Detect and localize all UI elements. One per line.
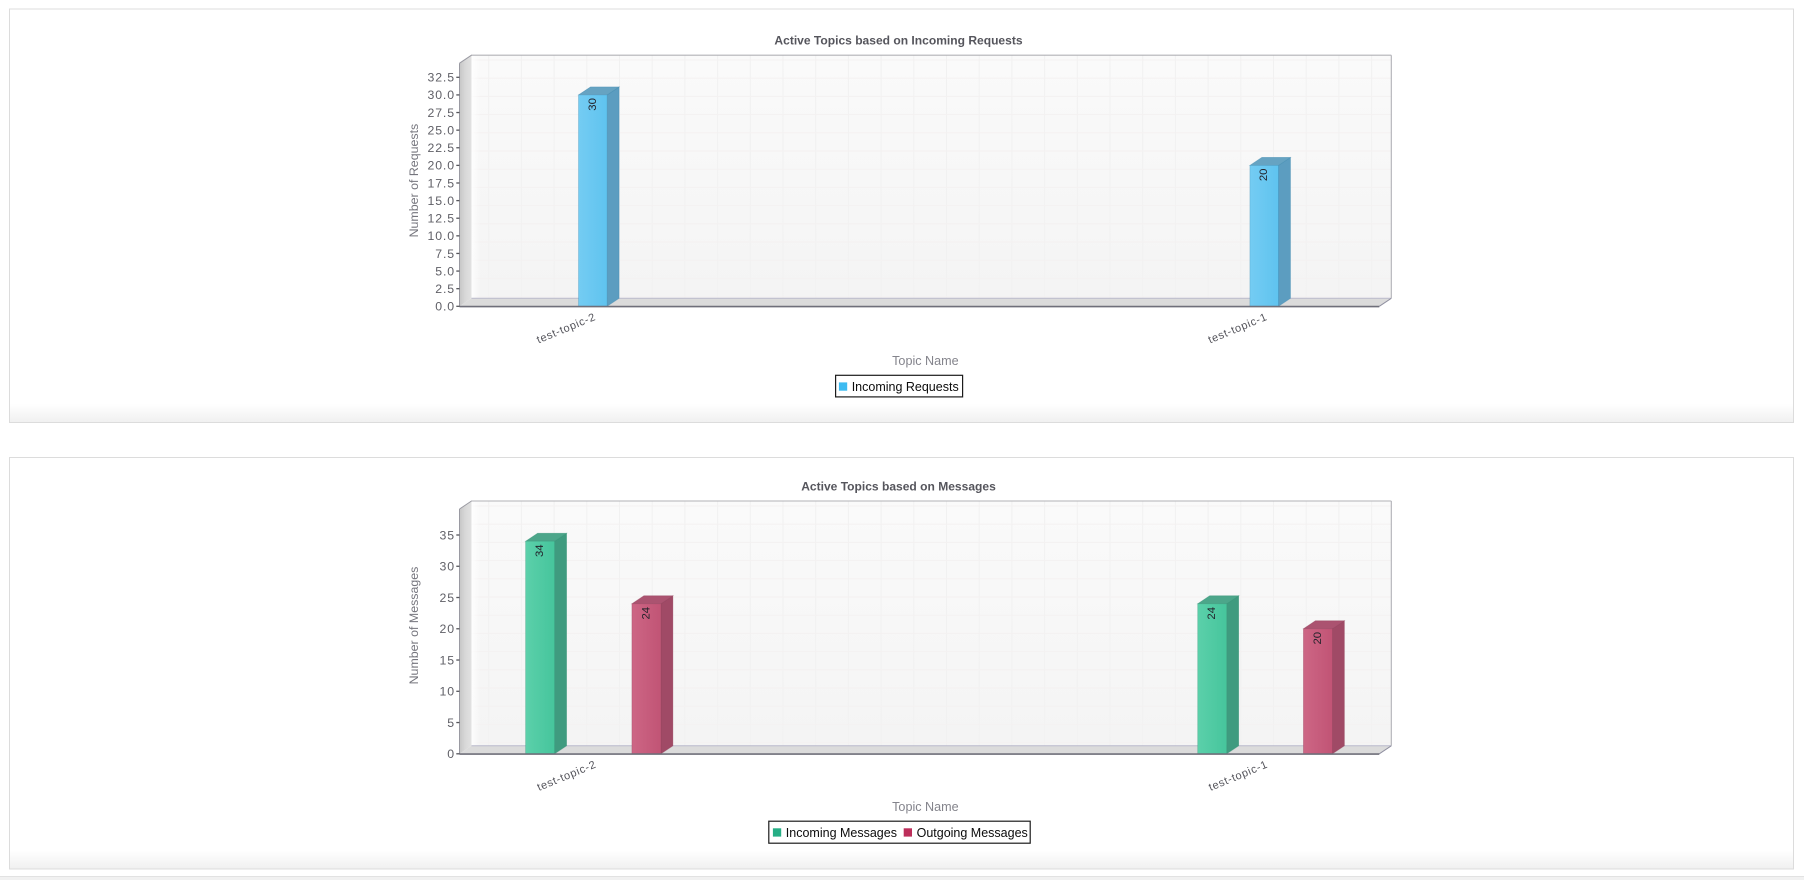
svg-text:34: 34 [534,544,546,557]
svg-text:15.0: 15.0 [427,194,455,208]
svg-text:Topic Name: Topic Name [892,354,959,368]
svg-text:35: 35 [440,528,455,542]
svg-text:30: 30 [440,560,455,574]
svg-text:0: 0 [447,747,455,761]
svg-text:20.0: 20.0 [427,159,455,173]
svg-text:2.5: 2.5 [435,282,455,296]
svg-text:12.5: 12.5 [427,212,455,226]
svg-text:27.5: 27.5 [427,106,455,120]
svg-text:Number of Messages: Number of Messages [407,567,421,685]
svg-text:25: 25 [440,591,455,605]
svg-text:25.0: 25.0 [427,123,455,137]
svg-text:22.5: 22.5 [427,141,455,155]
svg-text:Incoming Requests: Incoming Requests [852,380,959,394]
svg-text:5: 5 [447,716,455,730]
svg-text:32.5: 32.5 [427,71,455,85]
svg-text:Outgoing Messages: Outgoing Messages [917,826,1028,840]
svg-text:20: 20 [1312,632,1324,645]
svg-text:17.5: 17.5 [427,176,455,190]
svg-text:24: 24 [640,607,652,620]
svg-text:30: 30 [587,98,599,111]
svg-text:7.5: 7.5 [435,247,455,261]
svg-text:Topic Name: Topic Name [892,800,959,814]
svg-text:Number of Requests: Number of Requests [407,124,421,238]
svg-text:10: 10 [440,685,455,699]
svg-text:20: 20 [1258,169,1270,182]
svg-text:Active Topics based on Message: Active Topics based on Messages [801,480,996,494]
svg-text:10.0: 10.0 [427,229,455,243]
svg-text:Incoming Messages: Incoming Messages [786,826,897,840]
svg-text:20: 20 [440,622,455,636]
svg-text:5.0: 5.0 [435,264,455,278]
svg-text:Active Topics based on Incomin: Active Topics based on Incoming Requests [774,33,1022,47]
svg-text:30.0: 30.0 [427,88,455,102]
svg-text:0.0: 0.0 [435,300,455,314]
svg-text:15: 15 [440,653,455,667]
svg-text:24: 24 [1206,607,1218,620]
